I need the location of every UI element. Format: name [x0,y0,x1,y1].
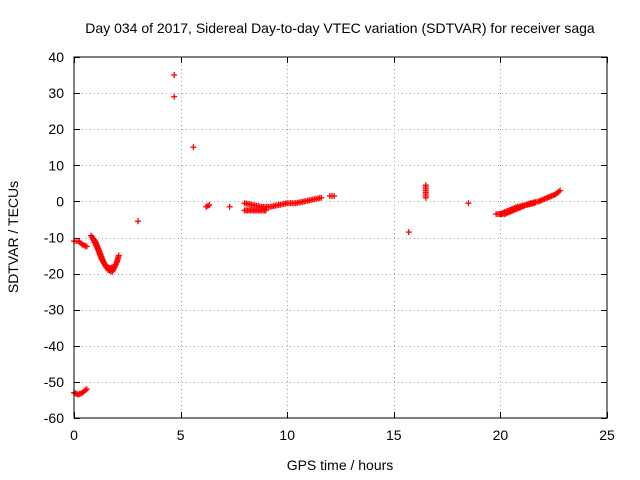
data-point [465,200,472,207]
plot-frame [73,56,608,419]
x-tick-label: 20 [493,427,509,443]
data-point [206,202,213,209]
data-point [262,207,269,214]
x-tick-label: 25 [599,427,615,443]
x-tick-label: 0 [70,427,78,443]
y-tick-label: -40 [44,338,64,354]
data-point [190,144,197,151]
y-tick-label: 10 [48,157,64,173]
data-point [171,93,178,100]
y-tick-label: 0 [56,193,64,209]
y-tick-label: 30 [48,85,64,101]
y-tick-label: 40 [48,49,64,65]
data-point [83,386,90,393]
data-point [111,263,118,270]
grid-lines [74,57,607,418]
y-tick-label: -60 [44,410,64,426]
data-point [405,229,412,236]
x-tick-label: 10 [279,427,295,443]
x-tick-label: 15 [386,427,402,443]
data-point [557,187,564,194]
y-tick-label: -30 [44,302,64,318]
tick-labels: 0 5 10 15 20 25 -60 -50 -40 -30 -20 -10 0 10 20 30 40 [44,49,615,443]
data-point [226,203,233,210]
data-point [331,192,338,199]
data-point [83,243,90,250]
data-point [115,252,122,259]
data-point [134,218,141,225]
chart-title: Day 034 of 2017, Sidereal Day-to-day VTE… [85,20,595,36]
y-tick-label: -20 [44,266,64,282]
axis-ticks [74,57,608,419]
y-tick-label: -50 [44,374,64,390]
y-axis-label: SDTVAR / TECUs [5,181,21,293]
x-axis-label: GPS time / hours [287,457,394,473]
y-tick-label: -10 [44,230,64,246]
data-point [422,182,429,189]
data-point [531,200,538,207]
data-point [171,72,178,79]
x-tick-label: 5 [177,427,185,443]
data-point [318,194,325,201]
y-tick-label: 20 [48,121,64,137]
data-points [71,72,564,398]
